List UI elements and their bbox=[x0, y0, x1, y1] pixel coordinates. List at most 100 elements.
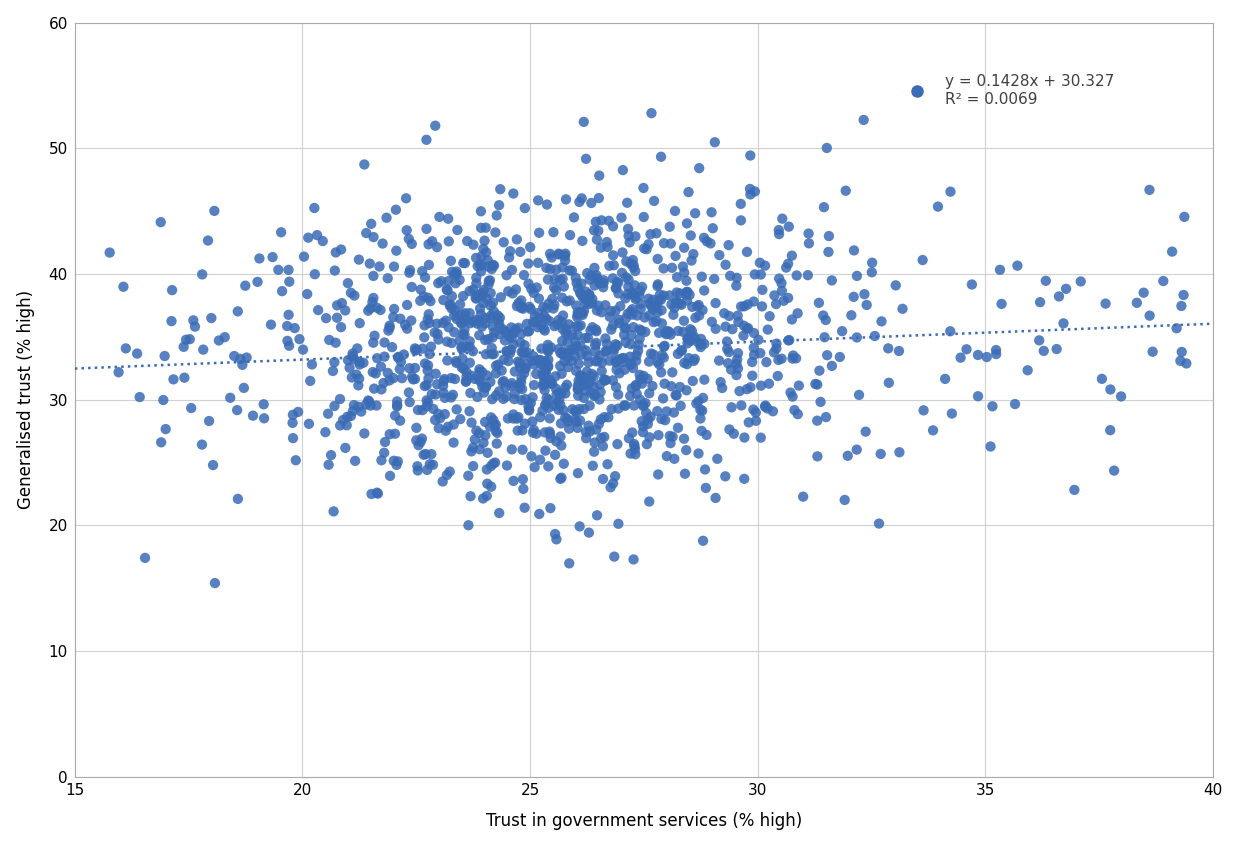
Point bbox=[506, 365, 525, 379]
Point bbox=[227, 403, 247, 417]
Point bbox=[634, 311, 654, 324]
Point bbox=[363, 365, 383, 379]
Point bbox=[694, 231, 714, 245]
Point bbox=[643, 293, 663, 307]
Point bbox=[649, 357, 669, 371]
Point bbox=[652, 366, 672, 379]
Point bbox=[593, 276, 613, 290]
Point bbox=[632, 324, 652, 337]
Point bbox=[445, 268, 465, 281]
Point bbox=[586, 355, 606, 368]
Point bbox=[394, 348, 414, 362]
Point bbox=[451, 340, 471, 354]
Point bbox=[465, 433, 484, 446]
Point bbox=[437, 468, 457, 482]
Point bbox=[565, 412, 585, 426]
Point bbox=[463, 345, 483, 358]
Point bbox=[584, 380, 603, 394]
Point bbox=[856, 425, 876, 439]
Point bbox=[618, 229, 638, 242]
Point bbox=[390, 414, 410, 428]
Point bbox=[556, 295, 576, 308]
Point bbox=[703, 221, 722, 235]
Point bbox=[688, 300, 707, 313]
Point bbox=[533, 301, 553, 314]
Point bbox=[429, 276, 449, 290]
Point bbox=[685, 311, 705, 324]
Point bbox=[507, 233, 527, 246]
Point bbox=[745, 268, 764, 281]
Point bbox=[527, 280, 546, 294]
Point bbox=[601, 480, 621, 494]
Point bbox=[456, 374, 476, 388]
Point bbox=[652, 150, 672, 163]
Point bbox=[405, 373, 425, 386]
Point bbox=[913, 403, 933, 417]
Point bbox=[572, 376, 592, 390]
Point bbox=[605, 469, 624, 483]
Point bbox=[349, 356, 369, 369]
Point bbox=[1007, 259, 1027, 273]
Point bbox=[408, 403, 427, 417]
Point bbox=[745, 185, 764, 198]
Point bbox=[726, 279, 746, 292]
Point bbox=[623, 258, 643, 272]
Point bbox=[164, 373, 183, 386]
Point bbox=[523, 390, 543, 404]
Point bbox=[621, 337, 641, 351]
Point bbox=[626, 447, 646, 461]
Point bbox=[243, 409, 263, 423]
Point bbox=[508, 321, 528, 335]
Point bbox=[476, 381, 496, 395]
Point bbox=[631, 297, 650, 311]
Point bbox=[384, 260, 404, 274]
Point bbox=[738, 416, 758, 429]
Point bbox=[720, 269, 740, 283]
Point bbox=[341, 286, 361, 300]
Point bbox=[1154, 274, 1173, 288]
Point bbox=[712, 381, 732, 395]
Point bbox=[743, 341, 763, 355]
Point bbox=[1173, 288, 1193, 302]
Point bbox=[865, 329, 885, 343]
Point bbox=[323, 364, 343, 378]
Point bbox=[1167, 322, 1187, 335]
Point bbox=[419, 358, 439, 372]
Point bbox=[447, 224, 467, 237]
Point bbox=[379, 374, 399, 387]
Point bbox=[406, 343, 426, 357]
Point bbox=[130, 390, 150, 404]
Point bbox=[384, 454, 404, 468]
Point bbox=[716, 320, 736, 334]
Point bbox=[517, 346, 536, 359]
Point bbox=[470, 329, 489, 342]
Point bbox=[411, 283, 431, 296]
Point bbox=[774, 294, 794, 307]
Point bbox=[471, 375, 491, 389]
Point bbox=[486, 367, 506, 380]
Point bbox=[282, 408, 302, 422]
Point bbox=[510, 361, 530, 374]
Point bbox=[405, 361, 425, 374]
Point bbox=[570, 195, 590, 208]
Point bbox=[602, 402, 622, 416]
Point bbox=[363, 295, 383, 308]
Point bbox=[400, 263, 420, 277]
Point bbox=[162, 284, 182, 297]
Point bbox=[204, 204, 224, 218]
Point bbox=[183, 313, 203, 327]
Point bbox=[477, 462, 497, 476]
Point bbox=[624, 399, 644, 412]
Point bbox=[494, 374, 514, 388]
Point bbox=[536, 373, 556, 386]
Point bbox=[514, 367, 534, 380]
Point bbox=[808, 414, 828, 428]
Point bbox=[446, 265, 466, 279]
Point bbox=[466, 291, 486, 304]
Point bbox=[576, 285, 596, 298]
Point bbox=[553, 272, 572, 285]
Point bbox=[755, 259, 774, 273]
Point bbox=[419, 372, 439, 385]
Point bbox=[151, 435, 171, 449]
Point bbox=[600, 354, 620, 368]
